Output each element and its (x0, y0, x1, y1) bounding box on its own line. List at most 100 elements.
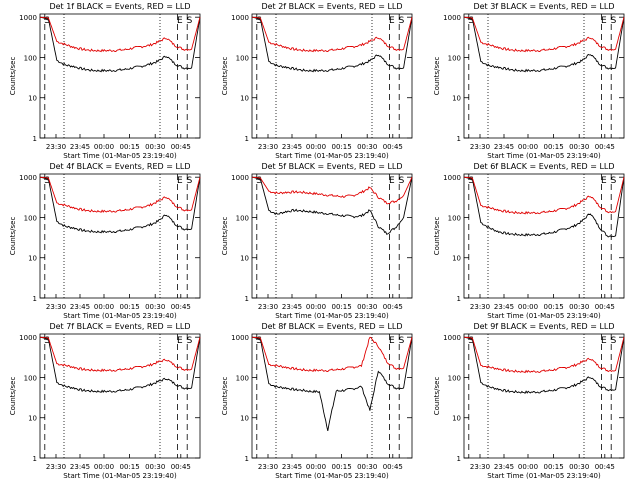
x-tick-label: 00:15 (120, 143, 140, 151)
panel-det-5: Det 5f BLACK = Events, RED = LLD 1 10 100 10… (221, 162, 413, 320)
marker-label: E (389, 176, 395, 186)
y-tick-label: 100 (24, 54, 37, 62)
x-tick-label: 00:15 (120, 303, 140, 311)
plot-frame (39, 173, 201, 299)
series-events-line (463, 16, 625, 73)
plot-frame (251, 333, 413, 459)
x-tick-label: 00:00 (518, 143, 538, 151)
x-axis-label: Start Time (01-Mar-05 23:19:40) (275, 312, 389, 320)
y-tick-label: 100 (448, 214, 461, 222)
series-events-line (463, 336, 625, 394)
series-lld-line (39, 336, 201, 373)
series-events-line (39, 176, 201, 234)
x-tick-label: 00:30 (145, 143, 165, 151)
x-tick-label: 00:30 (357, 143, 377, 151)
y-tick-label: 1 (245, 135, 249, 143)
x-tick-label: 00:30 (145, 303, 165, 311)
x-tick-label: 23:45 (494, 303, 514, 311)
y-tick-label: 1000 (443, 14, 461, 22)
panel-det-7: Det 7f BLACK = Events, RED = LLD 1 10 100 10… (9, 322, 201, 480)
plot-frame (463, 13, 625, 139)
panel-title: Det 4f BLACK = Events, RED = LLD (49, 162, 190, 171)
series-lld-line (251, 336, 413, 373)
marker-label: S (399, 16, 405, 26)
x-tick-label: 23:45 (282, 303, 302, 311)
panel-title: Det 9f BLACK = Events, RED = LLD (473, 322, 614, 331)
x-tick-label: 00:15 (544, 303, 564, 311)
y-tick-label: 1 (33, 135, 37, 143)
x-tick-label: 23:45 (70, 143, 90, 151)
y-tick-label: 10 (452, 95, 461, 103)
y-tick-label: 1 (33, 455, 37, 463)
series-lld-line (463, 176, 625, 215)
x-tick-label: 23:30 (46, 463, 66, 471)
marker-label: E (177, 336, 183, 346)
x-tick-label: 00:30 (357, 463, 377, 471)
y-axis-label: Counts/sec (221, 217, 229, 256)
series-events-line (39, 336, 201, 394)
marker-label: S (44, 336, 50, 346)
x-tick-label: 23:30 (470, 303, 490, 311)
y-tick-label: 10 (240, 95, 249, 103)
series-lld-line (251, 176, 413, 205)
x-tick-label: 23:30 (46, 143, 66, 151)
x-tick-label: 00:00 (94, 463, 114, 471)
y-tick-label: 100 (24, 374, 37, 382)
y-tick-label: 10 (28, 255, 37, 263)
x-tick-label: 00:45 (595, 143, 615, 151)
marker-label: E (177, 16, 183, 26)
panel-det-4: Det 4f BLACK = Events, RED = LLD 1 10 100 10… (9, 162, 201, 320)
panel-det-6: Det 6f BLACK = Events, RED = LLD 1 10 100 10… (433, 162, 625, 320)
series-lld-line (463, 336, 625, 374)
series-lld-line (39, 176, 201, 213)
x-tick-label: 00:30 (357, 303, 377, 311)
x-axis-label: Start Time (01-Mar-05 23:19:40) (487, 152, 601, 160)
series-events-line (251, 16, 413, 73)
marker-label: S (611, 176, 617, 186)
marker-label: E (601, 336, 607, 346)
series-events-line (39, 16, 201, 73)
marker-label: S (468, 16, 474, 26)
y-tick-label: 1000 (19, 14, 37, 22)
x-axis-label: Start Time (01-Mar-05 23:19:40) (63, 152, 177, 160)
plot-frame (39, 13, 201, 139)
series-lld-line (463, 16, 625, 53)
y-tick-label: 1 (245, 455, 249, 463)
y-tick-label: 1 (457, 455, 461, 463)
y-tick-label: 10 (452, 255, 461, 263)
y-axis-label: Counts/sec (433, 57, 441, 96)
series-events-line (251, 176, 413, 235)
panel-det-3: Det 3f BLACK = Events, RED = LLD 1 10 100 10… (433, 2, 625, 160)
marker-label: E (389, 16, 395, 26)
y-tick-label: 10 (240, 415, 249, 423)
marker-label: S (611, 336, 617, 346)
x-tick-label: 23:30 (470, 143, 490, 151)
x-tick-label: 00:00 (306, 303, 326, 311)
y-tick-label: 1000 (443, 174, 461, 182)
x-tick-label: 00:00 (94, 303, 114, 311)
x-tick-label: 00:00 (306, 463, 326, 471)
y-tick-label: 10 (452, 415, 461, 423)
panel-title: Det 3f BLACK = Events, RED = LLD (473, 2, 614, 11)
marker-label: S (399, 176, 405, 186)
x-tick-label: 23:45 (494, 143, 514, 151)
x-axis-label: Start Time (01-Mar-05 23:19:40) (487, 312, 601, 320)
x-tick-label: 23:30 (258, 463, 278, 471)
y-tick-label: 100 (236, 214, 249, 222)
panel-title: Det 6f BLACK = Events, RED = LLD (473, 162, 614, 171)
marker-label: S (468, 176, 474, 186)
y-tick-label: 1000 (443, 334, 461, 342)
panel-det-1: Det 1f BLACK = Events, RED = LLD 1 10 100 10… (9, 2, 201, 160)
panel-title: Det 2f BLACK = Events, RED = LLD (261, 2, 402, 11)
y-tick-label: 1000 (231, 174, 249, 182)
y-tick-label: 100 (448, 374, 461, 382)
x-tick-label: 00:45 (171, 303, 191, 311)
y-axis-label: Counts/sec (221, 57, 229, 96)
x-tick-label: 00:45 (383, 143, 403, 151)
panel-det-8: Det 8f BLACK = Events, RED = LLD 1 10 100 10… (221, 322, 413, 480)
plot-frame (251, 13, 413, 139)
x-tick-label: 00:45 (595, 463, 615, 471)
series-events-line (251, 336, 413, 432)
x-axis-label: Start Time (01-Mar-05 23:19:40) (275, 472, 389, 480)
